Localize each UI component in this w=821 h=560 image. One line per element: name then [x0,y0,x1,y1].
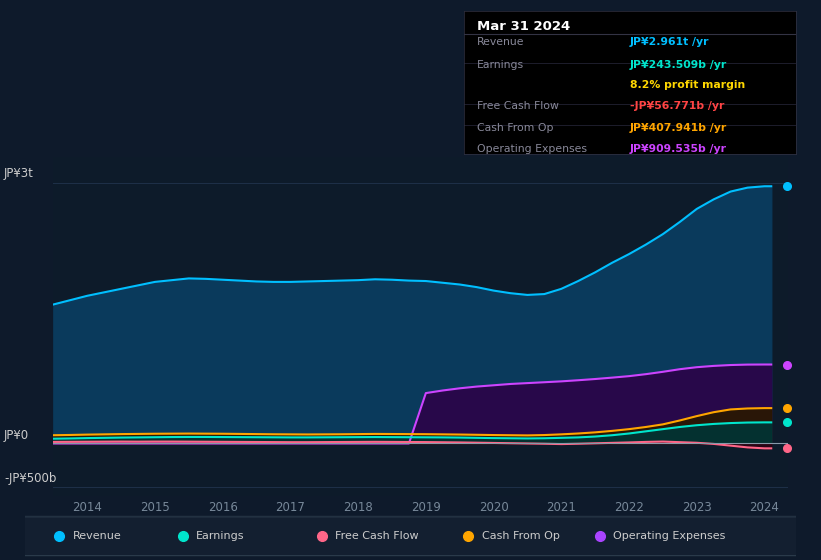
Text: Revenue: Revenue [72,531,122,541]
Text: JP¥243.509b /yr: JP¥243.509b /yr [631,60,727,70]
Text: Free Cash Flow: Free Cash Flow [477,101,559,111]
Text: JP¥909.535b /yr: JP¥909.535b /yr [631,144,727,154]
Text: -JP¥500b: -JP¥500b [4,472,57,485]
Text: Operating Expenses: Operating Expenses [477,144,587,154]
Text: JP¥3t: JP¥3t [4,167,34,180]
Text: Revenue: Revenue [477,37,525,47]
Text: Operating Expenses: Operating Expenses [612,531,725,541]
FancyBboxPatch shape [18,517,803,556]
Text: 8.2% profit margin: 8.2% profit margin [631,80,745,90]
Text: Cash From Op: Cash From Op [477,123,553,133]
Text: Free Cash Flow: Free Cash Flow [335,531,419,541]
Text: JP¥2.961t /yr: JP¥2.961t /yr [631,37,709,47]
Text: Earnings: Earnings [477,60,525,70]
Text: JP¥407.941b /yr: JP¥407.941b /yr [631,123,727,133]
Text: Earnings: Earnings [196,531,245,541]
Text: Cash From Op: Cash From Op [481,531,559,541]
Text: JP¥0: JP¥0 [4,429,30,442]
Text: Mar 31 2024: Mar 31 2024 [477,20,571,33]
Text: -JP¥56.771b /yr: -JP¥56.771b /yr [631,101,724,111]
